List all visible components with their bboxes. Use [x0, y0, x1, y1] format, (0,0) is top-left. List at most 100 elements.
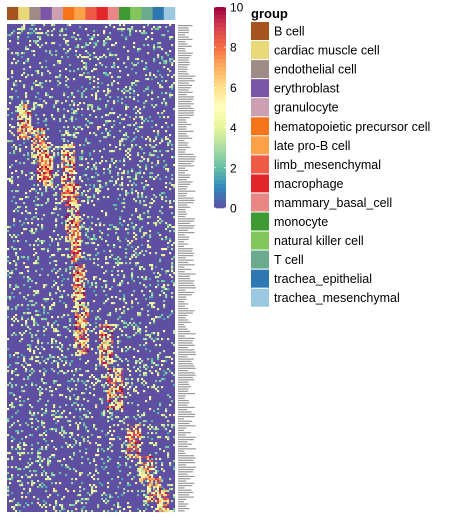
heatmap-cell [133, 440, 136, 443]
heatmap-cell [99, 62, 102, 65]
colorbar-segment [214, 111, 226, 116]
heatmap-cell [167, 494, 170, 497]
heatmap-cell [81, 264, 84, 267]
heatmap-cell [121, 406, 124, 409]
heatmap-cell [69, 344, 72, 347]
heatmap-cell [131, 446, 134, 449]
heatmap-cell [125, 358, 128, 361]
heatmap-cell [147, 240, 150, 243]
heatmap-cell [95, 238, 98, 241]
heatmap-cell [143, 472, 146, 475]
heatmap-cell [79, 284, 82, 287]
colorbar-segment [214, 139, 226, 144]
heatmap-cell [107, 188, 110, 191]
heatmap-cell [87, 310, 90, 313]
heatmap-cell [59, 504, 62, 507]
heatmap-cell [37, 204, 40, 207]
heatmap-cell [131, 450, 134, 453]
heatmap-cell [55, 172, 58, 175]
heatmap-cell [159, 218, 162, 221]
heatmap-cell [43, 438, 46, 441]
heatmap-cell [45, 502, 48, 505]
heatmap-cell [137, 62, 140, 65]
heatmap-cell [167, 54, 170, 57]
heatmap-cell [125, 86, 128, 89]
heatmap-cell [57, 202, 60, 205]
heatmap-cell [29, 350, 32, 353]
heatmap-cell [87, 190, 90, 193]
heatmap-cell [155, 164, 158, 167]
heatmap-cell [85, 370, 88, 373]
heatmap-cell [71, 214, 74, 217]
legend-swatch [251, 212, 269, 231]
heatmap-cell [77, 44, 80, 47]
heatmap-cell [69, 236, 72, 239]
heatmap-cell [63, 34, 66, 37]
heatmap-cell [11, 112, 14, 115]
heatmap-cell [169, 478, 172, 481]
heatmap-cell [57, 324, 60, 327]
heatmap-cell [159, 26, 162, 29]
heatmap-cell [25, 94, 28, 97]
heatmap-cell [7, 434, 10, 437]
heatmap-cell [119, 328, 122, 331]
heatmap-cell [113, 360, 116, 363]
heatmap-cell [43, 432, 46, 435]
heatmap-cell [117, 388, 120, 391]
heatmap-cell [113, 54, 116, 57]
heatmap-cell [59, 76, 62, 79]
heatmap-cell [125, 346, 128, 349]
heatmap-cell [163, 292, 166, 295]
heatmap-cell [111, 224, 114, 227]
heatmap-cell [67, 256, 70, 259]
heatmap-cell [147, 478, 150, 481]
heatmap-cell [17, 42, 20, 45]
heatmap-cell [21, 452, 24, 455]
heatmap-cell [149, 144, 152, 147]
heatmap-cell [149, 494, 152, 497]
heatmap-cell [35, 460, 38, 463]
heatmap-cell [39, 504, 42, 507]
heatmap-cell [49, 80, 52, 83]
heatmap-cell [101, 360, 104, 363]
heatmap-cell [41, 104, 44, 107]
heatmap-cell [27, 196, 30, 199]
heatmap-cell [105, 26, 108, 29]
heatmap-cell [29, 172, 32, 175]
heatmap-cell [17, 356, 20, 359]
row-label [178, 344, 195, 346]
row-label [178, 257, 186, 259]
heatmap-cell [51, 368, 54, 371]
heatmap-cell [143, 278, 146, 281]
heatmap-cell [171, 62, 174, 65]
heatmap-cell [83, 424, 86, 427]
heatmap-cell [57, 184, 60, 187]
heatmap-cell [171, 178, 174, 181]
row-label [178, 158, 196, 160]
heatmap-cell [93, 150, 96, 153]
heatmap-cell [143, 90, 146, 93]
heatmap-cell [169, 224, 172, 227]
heatmap-cell [87, 458, 90, 461]
heatmap-cell [165, 182, 168, 185]
heatmap-cell [69, 456, 72, 459]
heatmap-cell [29, 458, 32, 461]
heatmap-cell [77, 272, 80, 275]
heatmap-cell [151, 458, 154, 461]
heatmap-cell [151, 176, 154, 179]
heatmap-cell [139, 374, 142, 377]
heatmap-cell [129, 370, 132, 373]
heatmap-cell [155, 388, 158, 391]
heatmap-cell [119, 308, 122, 311]
heatmap-cell [29, 116, 32, 119]
heatmap-cell [111, 404, 114, 407]
heatmap-cell [73, 250, 76, 253]
heatmap-cell [81, 352, 84, 355]
heatmap-cell [77, 108, 80, 111]
heatmap-cell [51, 164, 54, 167]
heatmap-cell [77, 186, 80, 189]
heatmap-cell [93, 478, 96, 481]
heatmap-cell [163, 490, 166, 493]
heatmap-cell [57, 270, 60, 273]
